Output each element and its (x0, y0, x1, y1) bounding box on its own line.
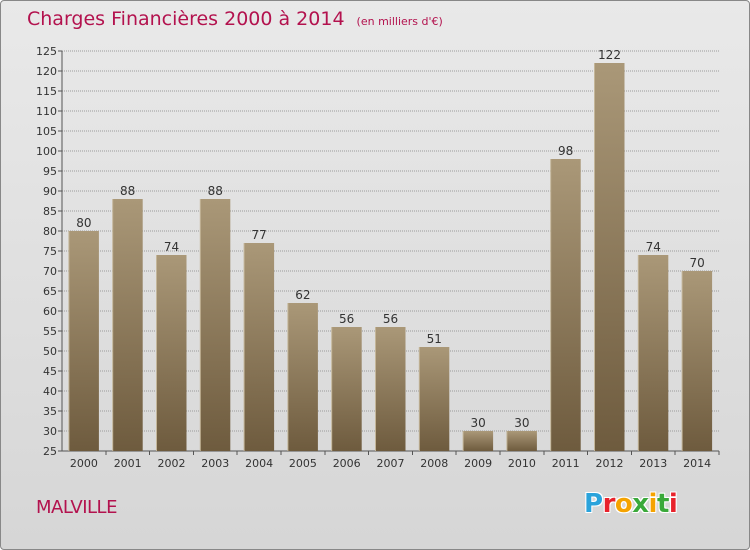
y-tick-label: 25 (43, 445, 57, 458)
x-tick-label: 2005 (289, 457, 317, 470)
bar (156, 255, 187, 451)
logo-letter: o (614, 489, 633, 519)
bar (375, 327, 406, 451)
bar (506, 431, 537, 451)
y-tick-label: 110 (36, 105, 57, 118)
y-tick-label: 100 (36, 145, 57, 158)
x-tick-label: 2001 (114, 457, 142, 470)
chart-subtitle: (en milliers d'€) (356, 15, 443, 28)
town-name: MALVILLE (36, 497, 117, 518)
y-tick-label: 65 (43, 285, 57, 298)
logo-letter: i (668, 489, 678, 519)
y-tick-label: 90 (43, 185, 57, 198)
x-tick-label: 2012 (596, 457, 624, 470)
bar (331, 327, 362, 451)
data-label: 74 (646, 240, 661, 254)
x-tick-label: 2008 (420, 457, 448, 470)
bar (638, 255, 669, 451)
y-tick-label: 95 (43, 165, 57, 178)
data-label: 70 (689, 256, 704, 270)
data-label: 77 (251, 228, 266, 242)
proxiti-logo: Proxiti (584, 489, 678, 519)
bar (68, 231, 99, 451)
bar (419, 347, 450, 451)
x-tick-label: 2011 (552, 457, 580, 470)
chart-title-text: Charges Financières 2000 à 2014 (27, 8, 345, 30)
x-tick-label: 2000 (70, 457, 98, 470)
logo-letter: t (656, 489, 669, 519)
x-tick-label: 2006 (333, 457, 361, 470)
data-label: 51 (427, 332, 442, 346)
y-tick-label: 50 (43, 345, 57, 358)
y-tick-label: 60 (43, 305, 57, 318)
y-tick-label: 45 (43, 365, 57, 378)
chart-title: Charges Financières 2000 à 2014 (en milli… (27, 8, 443, 30)
x-tick-label: 2014 (683, 457, 711, 470)
y-tick-label: 35 (43, 405, 57, 418)
y-tick-label: 55 (43, 325, 57, 338)
logo-letter: i (648, 489, 658, 519)
logo-letter: x (632, 489, 649, 519)
bar (463, 431, 494, 451)
y-tick-label: 115 (36, 85, 57, 98)
y-tick-label: 30 (43, 425, 57, 438)
data-label: 98 (558, 144, 573, 158)
data-label: 74 (164, 240, 179, 254)
y-tick-label: 75 (43, 245, 57, 258)
data-label: 122 (598, 48, 621, 62)
logo-letter: r (602, 489, 616, 519)
data-label: 56 (383, 312, 398, 326)
bar (550, 159, 581, 451)
bar (200, 199, 231, 451)
y-tick-label: 40 (43, 385, 57, 398)
data-label: 88 (120, 184, 135, 198)
bar (112, 199, 143, 451)
y-tick-label: 85 (43, 205, 57, 218)
data-label: 30 (514, 416, 529, 430)
x-tick-label: 2002 (158, 457, 186, 470)
x-tick-label: 2007 (377, 457, 405, 470)
x-tick-label: 2004 (245, 457, 273, 470)
labels: 25 30 35 40 45 50 55 60 65 70 75 80 85 90 95 100 105 110 1… (36, 45, 711, 470)
data-label: 30 (470, 416, 485, 430)
x-tick-label: 2003 (201, 457, 229, 470)
bar (287, 303, 318, 451)
x-tick-label: 2010 (508, 457, 536, 470)
data-label: 80 (76, 216, 91, 230)
logo-letter: P (584, 489, 603, 519)
bar (244, 243, 275, 451)
x-tick-label: 2013 (639, 457, 667, 470)
y-tick-label: 70 (43, 265, 57, 278)
data-label: 56 (339, 312, 354, 326)
bars (68, 63, 713, 451)
data-label: 62 (295, 288, 310, 302)
y-tick-label: 125 (36, 45, 57, 58)
bar (594, 63, 625, 451)
y-tick-label: 80 (43, 225, 57, 238)
y-tick-label: 105 (36, 125, 57, 138)
x-tick-label: 2009 (464, 457, 492, 470)
y-tick-label: 120 (36, 65, 57, 78)
data-label: 88 (208, 184, 223, 198)
bar (682, 271, 713, 451)
